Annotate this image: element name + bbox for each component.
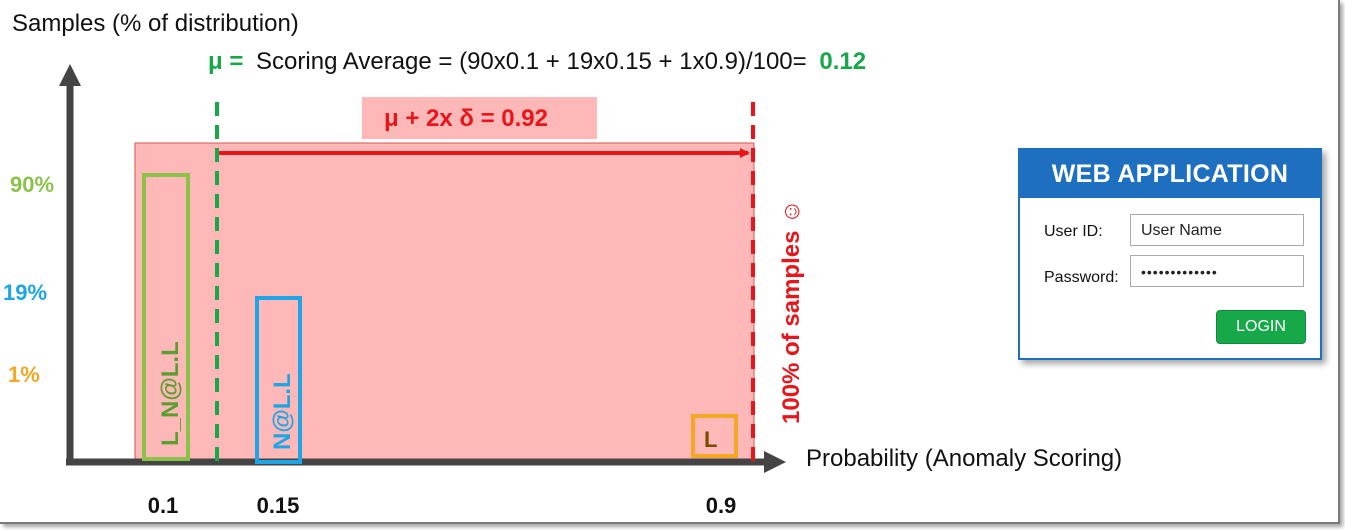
y-axis-arrow bbox=[59, 64, 81, 86]
bar-label-l: L bbox=[704, 427, 717, 452]
x-axis-arrow bbox=[764, 451, 786, 473]
mu-symbol: μ = bbox=[208, 48, 243, 75]
formula-result: 0.12 bbox=[819, 48, 866, 75]
threshold-region bbox=[134, 142, 755, 462]
threshold-label-box bbox=[362, 97, 597, 139]
y-axis-label: Samples (% of distribution) bbox=[12, 10, 299, 37]
web-application-login: WEB APPLICATION User ID: User Name Passw… bbox=[1018, 148, 1322, 360]
formula: μ = Scoring Average = (90x0.1 + 19x0.15 … bbox=[208, 48, 866, 75]
x-tick-0-15: 0.15 bbox=[257, 493, 300, 518]
bar-l bbox=[691, 414, 738, 458]
bar-label-n-l-l: N@L.L bbox=[269, 373, 296, 450]
login-button[interactable]: LOGIN bbox=[1216, 310, 1306, 344]
password-label: Password: bbox=[1044, 269, 1119, 286]
x-tick-0-1: 0.1 bbox=[148, 493, 179, 518]
x-axis-label: Probability (Anomaly Scoring) bbox=[806, 445, 1122, 472]
formula-text: Scoring Average = (90x0.1 + 19x0.15 + 1x… bbox=[256, 48, 807, 75]
bar-label-l-n-l-l: L_N@L.L bbox=[157, 341, 184, 446]
y-tick-90: 90% bbox=[10, 172, 54, 197]
threshold-label: μ + 2x δ = 0.92 bbox=[384, 105, 548, 132]
y-tick-19: 19% bbox=[3, 280, 47, 305]
x-tick-0-9: 0.9 bbox=[706, 493, 737, 518]
web-app-title: WEB APPLICATION bbox=[1020, 150, 1320, 198]
user-id-input[interactable]: User Name bbox=[1130, 214, 1304, 246]
coverage-label: 100% of samples ☺ bbox=[778, 199, 805, 424]
y-tick-1: 1% bbox=[8, 362, 40, 387]
bar-l-n-l-l bbox=[142, 173, 190, 461]
password-input[interactable]: ••••••••••••• bbox=[1130, 255, 1304, 287]
user-id-label: User ID: bbox=[1044, 223, 1103, 240]
bar-n-l-l bbox=[255, 296, 302, 464]
